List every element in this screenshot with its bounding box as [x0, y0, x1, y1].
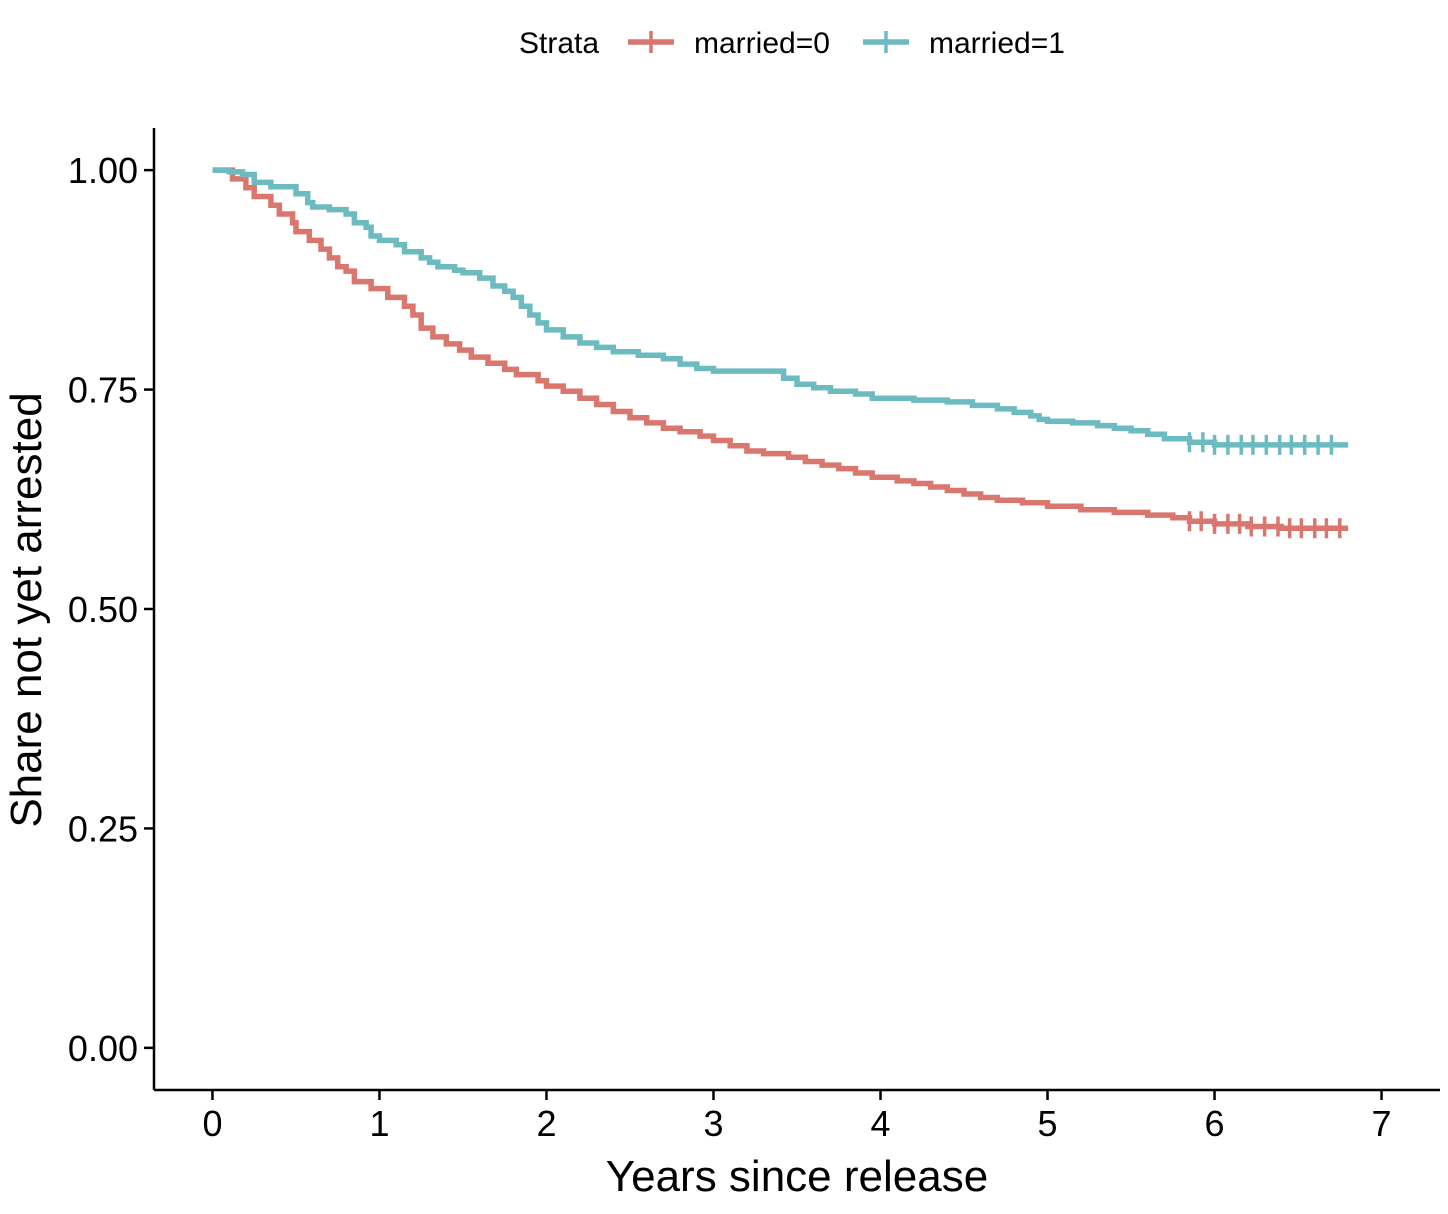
- x-tick-label: 0: [202, 1103, 222, 1144]
- x-tick-label: 6: [1205, 1103, 1225, 1144]
- x-tick-label: 5: [1038, 1103, 1058, 1144]
- y-tick-label: 0.00: [68, 1028, 138, 1069]
- legend-entry-label: married=1: [929, 27, 1065, 60]
- legend-title: Strata: [519, 27, 599, 60]
- x-tick-label: 7: [1372, 1103, 1392, 1144]
- x-tick-label: 4: [870, 1103, 890, 1144]
- x-tick-label: 2: [536, 1103, 556, 1144]
- legend-entry-label: married=0: [694, 27, 830, 60]
- series-line-married=1: [212, 167, 1349, 448]
- x-axis-title: Years since release: [606, 1152, 988, 1201]
- y-tick-label: 0.75: [68, 370, 138, 411]
- plot-series: [212, 167, 1349, 539]
- y-tick-label: 0.25: [68, 808, 138, 849]
- x-tick-label: 1: [369, 1103, 389, 1144]
- y-tick-label: 1.00: [68, 150, 138, 191]
- y-axis-title: Share not yet arrested: [2, 392, 51, 827]
- x-tick-label: 3: [703, 1103, 723, 1144]
- axes: 0 1 2 3 4 5 6 7 0.00 0.25 0.50 0.75 1.00: [68, 128, 1440, 1144]
- legend: Strata married=0 married=1: [519, 27, 1065, 60]
- series-line-married=0: [212, 167, 1349, 531]
- y-tick-label: 0.50: [68, 589, 138, 630]
